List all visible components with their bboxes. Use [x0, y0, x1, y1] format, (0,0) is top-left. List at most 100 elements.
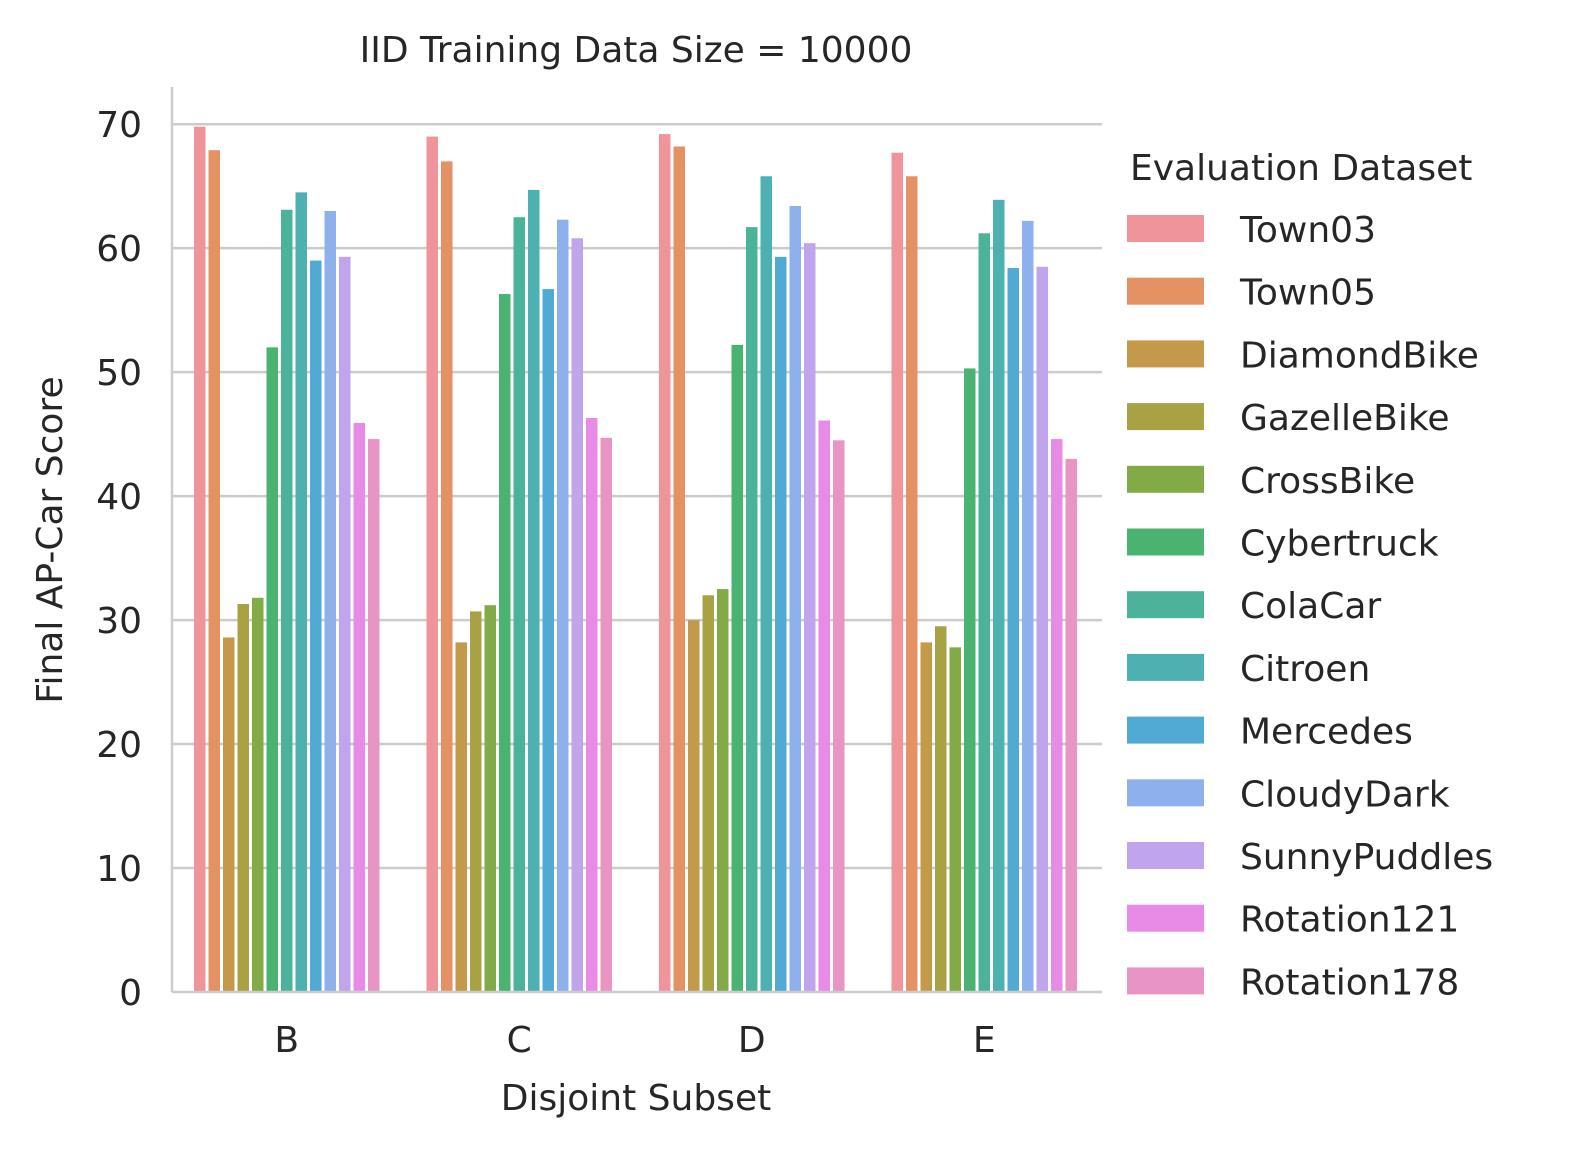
bar-DiamondBike-C	[455, 642, 467, 992]
legend-swatch	[1127, 779, 1204, 807]
bars-layer	[194, 126, 1077, 993]
y-tick-label: 60	[96, 229, 142, 270]
legend-swatch	[1127, 403, 1204, 431]
legend-label: Rotation178	[1240, 962, 1459, 1003]
bar-SunnyPuddles-E	[1036, 266, 1048, 993]
legend-label: GazelleBike	[1240, 398, 1450, 439]
bar-Cybertruck-D	[731, 344, 743, 992]
y-tick-label: 10	[96, 849, 142, 890]
bar-Citroen-B	[295, 192, 307, 992]
y-tick-label: 30	[96, 601, 142, 642]
legend-label: Town03	[1239, 210, 1376, 251]
bar-Cybertruck-B	[266, 347, 278, 992]
x-tick-label: E	[973, 1020, 996, 1061]
legend-swatch	[1127, 340, 1204, 368]
bar-Town03-D	[659, 134, 671, 992]
legend-swatch	[1127, 465, 1204, 493]
legend-swatch	[1127, 277, 1204, 305]
bar-Citroen-C	[528, 189, 540, 992]
bar-ColaCar-C	[513, 217, 525, 992]
chart-title: IID Training Data Size = 10000	[360, 30, 913, 71]
legend-label: ColaCar	[1240, 586, 1381, 627]
legend-label: Cybertruck	[1240, 524, 1439, 565]
x-tick-label: B	[274, 1020, 299, 1061]
legend-label: SunnyPuddles	[1240, 837, 1493, 878]
legend-swatch	[1127, 716, 1204, 744]
bar-Town05-D	[673, 146, 685, 993]
legend-label: Mercedes	[1240, 712, 1413, 753]
bar-Citroen-D	[760, 176, 772, 993]
bar-Rotation121-E	[1051, 439, 1063, 993]
y-tick-label: 50	[96, 353, 142, 394]
axes-layer	[170, 87, 1102, 994]
bar-Mercedes-E	[1007, 268, 1019, 992]
bar-Town03-C	[426, 136, 438, 992]
bar-Town03-E	[891, 152, 903, 993]
bar-Rotation178-D	[833, 440, 845, 993]
bar-DiamondBike-D	[688, 620, 700, 992]
legend-title: Evaluation Dataset	[1130, 148, 1472, 189]
legend-label: Rotation121	[1240, 900, 1459, 941]
bar-Mercedes-B	[310, 260, 322, 992]
bar-CloudyDark-D	[789, 206, 801, 993]
legend-swatch	[1127, 528, 1204, 556]
bar-GazelleBike-B	[237, 603, 249, 992]
bar-SunnyPuddles-D	[804, 243, 816, 993]
legend-swatch	[1127, 842, 1204, 869]
legend-items: Town03 Town05 DiamondBike GazelleBike CrossB…	[1127, 210, 1493, 1003]
bar-Town05-C	[441, 161, 453, 993]
legend: Evaluation Dataset Town03 Town05 DiamondBi…	[1127, 148, 1493, 1003]
bar-ColaCar-D	[746, 227, 758, 992]
bar-DiamondBike-E	[920, 642, 932, 992]
y-tick-label: 20	[96, 725, 142, 766]
bar-Mercedes-C	[542, 289, 554, 993]
bar-Rotation121-D	[818, 420, 830, 992]
bar-Rotation178-B	[368, 439, 380, 993]
bar-Rotation178-E	[1065, 458, 1077, 992]
legend-swatch	[1127, 904, 1204, 932]
y-tick-labels: 0 10 20 30 40 50 60 70	[96, 105, 142, 1014]
bar-Rotation178-C	[600, 437, 612, 992]
bar-Cybertruck-C	[499, 294, 511, 992]
x-tick-label: C	[507, 1020, 532, 1061]
y-tick-label: 40	[96, 477, 142, 518]
legend-label: CloudyDark	[1240, 774, 1450, 815]
legend-swatch	[1127, 653, 1204, 681]
bar-Town03-B	[194, 126, 206, 992]
legend-label: DiamondBike	[1240, 335, 1479, 376]
bar-DiamondBike-B	[223, 637, 235, 992]
bar-GazelleBike-C	[470, 611, 482, 992]
bar-GazelleBike-E	[935, 626, 947, 992]
x-tick-labels: B C D E	[274, 1020, 995, 1061]
bar-Town05-E	[906, 176, 918, 993]
legend-label: Town05	[1239, 273, 1376, 314]
y-tick-label: 70	[96, 105, 142, 146]
legend-swatch	[1127, 215, 1204, 242]
bar-CloudyDark-C	[557, 219, 569, 992]
legend-label: CrossBike	[1240, 461, 1415, 502]
legend-swatch	[1127, 967, 1204, 995]
bar-Rotation121-C	[586, 418, 598, 992]
bar-ColaCar-B	[281, 209, 293, 992]
bar-SunnyPuddles-B	[339, 256, 351, 992]
bar-CrossBike-C	[484, 605, 496, 992]
bar-SunnyPuddles-C	[571, 238, 583, 992]
x-axis-label: Disjoint Subset	[501, 1078, 771, 1119]
legend-swatch	[1127, 591, 1204, 619]
bar-GazelleBike-D	[702, 595, 714, 992]
bar-CloudyDark-B	[324, 210, 336, 992]
bar-CrossBike-D	[717, 589, 729, 992]
bar-ColaCar-E	[978, 233, 990, 993]
x-tick-label: D	[738, 1020, 766, 1061]
y-tick-label: 0	[119, 973, 142, 1014]
bar-Rotation121-B	[353, 422, 365, 992]
bar-Cybertruck-E	[964, 368, 976, 992]
legend-label: Citroen	[1240, 649, 1370, 690]
bar-Town05-B	[208, 150, 220, 993]
y-axis-label: Final AP-Car Score	[30, 376, 71, 703]
bar-Citroen-E	[993, 199, 1005, 992]
bar-CrossBike-E	[949, 647, 961, 992]
bar-CrossBike-B	[252, 597, 264, 992]
